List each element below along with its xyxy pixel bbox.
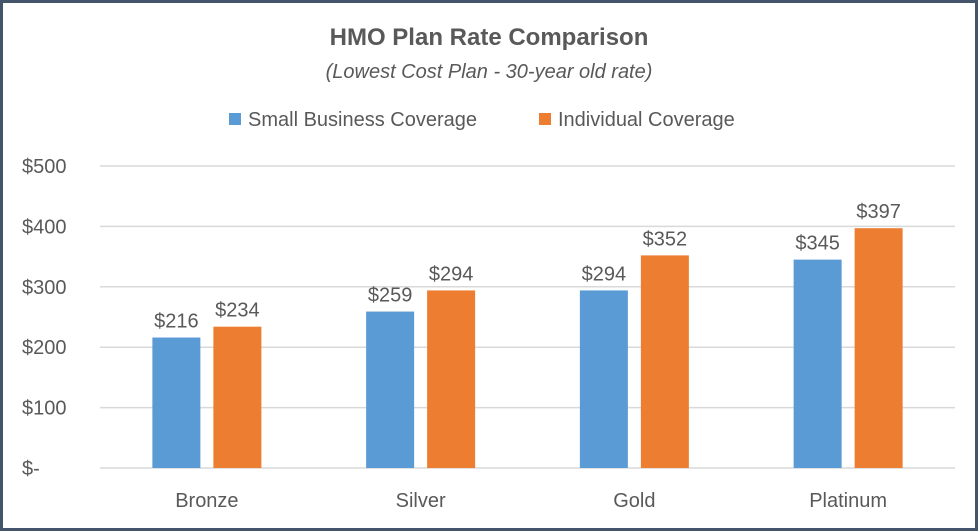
bar-bronze-individual <box>213 326 262 468</box>
x-tick-label: Platinum <box>809 490 887 512</box>
legend-swatch <box>539 113 551 125</box>
y-tick-label: $100 <box>22 398 67 420</box>
data-label: $216 <box>154 311 199 333</box>
bar-silver-individual <box>427 290 476 468</box>
x-tick-label: Gold <box>613 490 655 512</box>
bar-bronze-small-business <box>152 337 201 468</box>
y-tick-label: $300 <box>22 277 67 299</box>
bar-gold-individual <box>640 255 689 468</box>
bar-platinum-individual <box>854 228 903 468</box>
data-label: $234 <box>215 300 260 322</box>
legend-swatch <box>229 113 241 125</box>
data-label: $345 <box>795 233 840 255</box>
y-tick-label: $400 <box>22 216 67 238</box>
chart-subtitle: (Lowest Cost Plan - 30-year old rate) <box>326 61 653 83</box>
bar-silver-small-business <box>366 311 415 468</box>
y-tick-label: $200 <box>22 337 67 359</box>
data-label: $352 <box>643 228 688 250</box>
bars: $216 $234 Bronze $259 $294 Silver $294 $352 Gold… <box>152 201 903 512</box>
bar-gold-small-business <box>579 290 628 468</box>
chart-title: HMO Plan Rate Comparison <box>330 24 649 51</box>
legend-label: Small Business Coverage <box>248 109 477 131</box>
legend-label: Individual Coverage <box>558 109 735 131</box>
data-label: $294 <box>429 263 474 285</box>
x-tick-label: Silver <box>396 490 446 512</box>
data-label: $294 <box>582 263 627 285</box>
x-tick-label: Bronze <box>175 490 238 512</box>
y-tick-label: $500 <box>22 156 67 178</box>
data-label: $259 <box>368 285 413 307</box>
bar-platinum-small-business <box>793 259 842 468</box>
y-tick-label: $- <box>22 458 40 480</box>
data-label: $397 <box>856 201 901 223</box>
legend: Small Business Coverage Individual Covera… <box>229 109 735 131</box>
